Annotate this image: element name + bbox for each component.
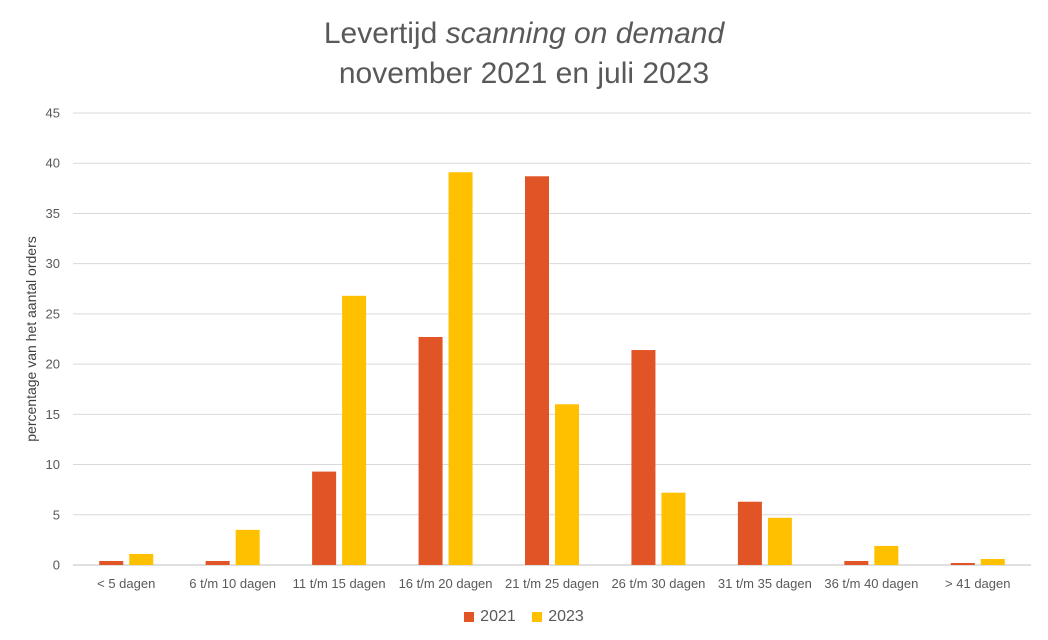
chart-title-italic: scanning on demand bbox=[445, 17, 725, 50]
y-tick-label: 30 bbox=[46, 256, 60, 271]
x-tick-label: 11 t/m 15 dagen bbox=[293, 576, 386, 591]
x-tick-label: 36 t/m 40 dagen bbox=[824, 576, 918, 591]
x-tick-label: 16 t/m 20 dagen bbox=[399, 576, 493, 591]
bar-2023 bbox=[980, 558, 1005, 565]
bar-2021 bbox=[950, 562, 975, 565]
x-tick-label: > 41 dagen bbox=[945, 576, 1010, 591]
legend-label-2021: 2021 bbox=[480, 608, 516, 625]
y-tick-label: 40 bbox=[46, 156, 60, 171]
bar-2023 bbox=[448, 172, 473, 566]
y-tick-label: 20 bbox=[46, 357, 60, 372]
y-tick-label: 15 bbox=[46, 407, 60, 422]
y-tick-labels: 0 5 10 15 20 25 30 35 40 45 bbox=[46, 106, 60, 573]
y-tick-label: 0 bbox=[53, 558, 60, 573]
bar-2021 bbox=[525, 176, 549, 565]
bar-2021 bbox=[631, 350, 656, 565]
y-tick-label: 10 bbox=[46, 457, 60, 472]
x-tick-label: 31 t/m 35 dagen bbox=[718, 576, 812, 591]
bar-2021 bbox=[737, 501, 762, 565]
y-axis-label: percentage van het aantal orders bbox=[23, 236, 39, 441]
gridlines bbox=[73, 112, 1031, 566]
bar-2021 bbox=[99, 560, 124, 565]
bar-2021 bbox=[205, 560, 230, 565]
bar-2023 bbox=[342, 295, 367, 565]
chart-title: Levertijd scanning on demand november 20… bbox=[0, 14, 1048, 94]
y-tick-label: 25 bbox=[46, 306, 60, 321]
chart-title-line2: november 2021 en juli 2023 bbox=[338, 57, 710, 90]
x-tick-labels: < 5 dagen 6 t/m 10 dagen 11 t/m 15 dagen 16… bbox=[97, 576, 1010, 591]
bar-2023 bbox=[235, 529, 260, 565]
bar-2023 bbox=[129, 553, 154, 565]
bar-2023 bbox=[661, 492, 686, 565]
bar-chart: 0 5 10 15 20 25 30 35 40 45 < 5 dagen 6 t/m 10 dag… bbox=[23, 106, 1031, 591]
bar-2023 bbox=[767, 517, 792, 565]
legend-item-2021: 2021 bbox=[464, 608, 516, 626]
bar-2023 bbox=[874, 545, 899, 565]
bar-2023 bbox=[555, 404, 579, 565]
legend-swatch-2023 bbox=[532, 612, 543, 622]
legend-label-2023: 2023 bbox=[548, 608, 584, 625]
legend-item-2023: 2023 bbox=[532, 608, 584, 626]
legend: 2021 2023 bbox=[0, 608, 1048, 626]
x-tick-label: 21 t/m 25 dagen bbox=[505, 576, 599, 591]
y-tick-label: 35 bbox=[46, 206, 60, 221]
y-tick-label: 45 bbox=[46, 106, 60, 121]
chart-title-line1: Levertijd scanning on demand bbox=[0, 14, 1048, 54]
bars bbox=[99, 172, 1005, 566]
x-tick-label: 6 t/m 10 dagen bbox=[189, 576, 276, 591]
legend-swatch-2021 bbox=[464, 612, 475, 622]
chart-title-prefix: Levertijd bbox=[323, 17, 446, 50]
bar-2021 bbox=[418, 336, 443, 565]
x-tick-label: 26 t/m 30 dagen bbox=[611, 576, 705, 591]
bar-2021 bbox=[312, 471, 337, 565]
y-tick-label: 5 bbox=[53, 507, 60, 522]
x-tick-label: < 5 dagen bbox=[97, 576, 155, 591]
bar-2021 bbox=[844, 560, 869, 565]
